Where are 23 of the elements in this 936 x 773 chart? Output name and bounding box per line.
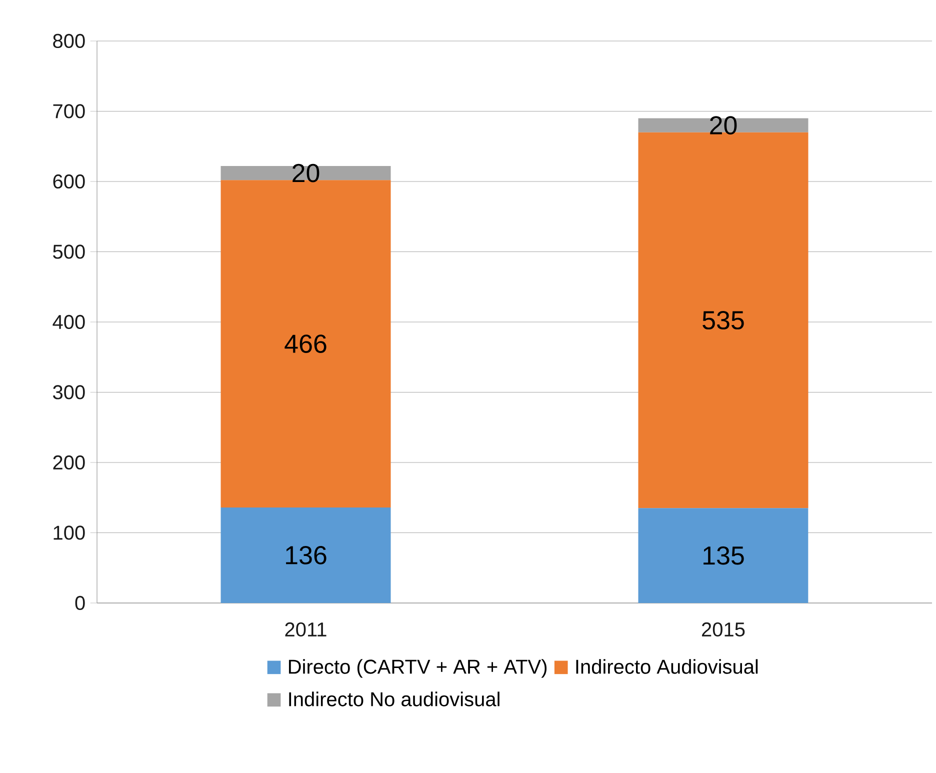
data-label: 135 — [704, 546, 744, 565]
bar — [220, 507, 391, 603]
legend-label: Indirecto No audiovisual — [289, 692, 500, 706]
y-tick-label: 500 — [53, 244, 85, 259]
bar — [638, 118, 808, 132]
data-label: 136 — [286, 546, 326, 564]
bar — [638, 508, 808, 603]
data-label: 20 — [710, 116, 737, 134]
y-tick-label: 600 — [53, 174, 85, 189]
y-tick-label: 300 — [53, 385, 85, 400]
y-tick-label: 100 — [54, 526, 85, 540]
data-label: 466 — [284, 334, 326, 353]
y-tick-label: 700 — [53, 104, 85, 118]
x-tick-label: 2015 — [702, 622, 745, 637]
y-tick-label: 0 — [75, 596, 85, 610]
y-tick-label: 200 — [53, 455, 85, 470]
legend-label: Indirecto Audiovisual — [576, 659, 758, 674]
x-tick-label: 2011 — [285, 622, 326, 637]
y-tick-label: 800 — [53, 34, 85, 48]
data-label: 20 — [292, 164, 320, 182]
legend-label: Directo (CARTV + AR + ATV) — [288, 659, 547, 678]
y-tick-label: 400 — [52, 314, 85, 330]
data-label: 535 — [702, 311, 744, 330]
